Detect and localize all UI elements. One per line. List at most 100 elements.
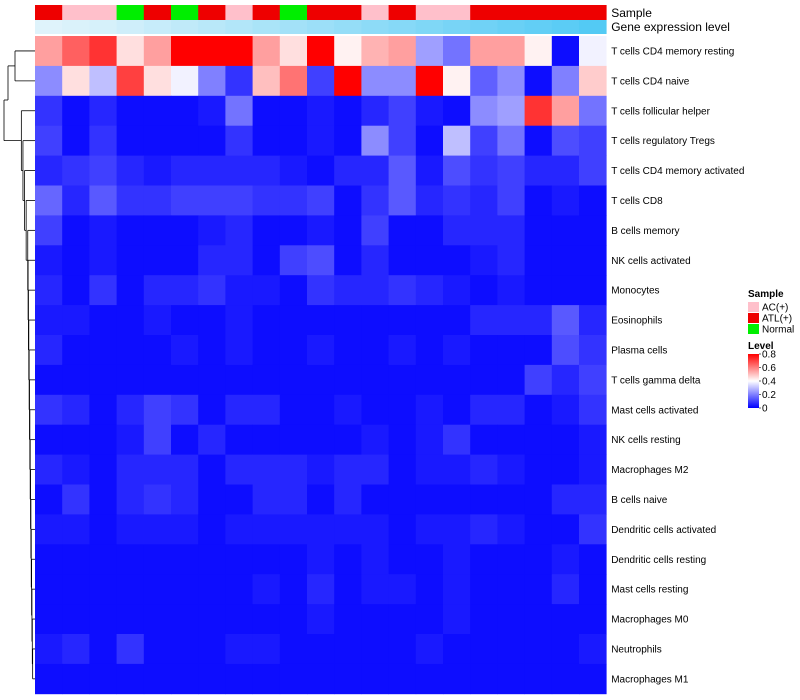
heatmap-cell: [171, 185, 199, 216]
heatmap-cell: [415, 604, 444, 635]
heatmap-cell: [225, 125, 253, 156]
heatmap-cell: [143, 544, 172, 575]
heatmap-cell: [171, 394, 199, 426]
heatmap-cell: [470, 634, 498, 665]
heatmap-cell: [307, 305, 335, 336]
heatmap-cell: [443, 65, 471, 97]
heatmap-cell: [198, 215, 226, 246]
heatmap-cell: [35, 36, 63, 67]
heatmap-cell: [279, 634, 308, 665]
sample-annotation-cell: [443, 5, 471, 20]
heatmap-cell: [551, 514, 580, 545]
heatmap-cell: [551, 424, 580, 455]
heatmap-cell: [307, 36, 335, 67]
heatmap-cell: [198, 604, 226, 635]
heatmap-cell: [470, 275, 498, 306]
heatmap-cell: [388, 484, 417, 515]
heatmap-cell: [89, 544, 117, 575]
gene-expression-annotation-cell: [116, 20, 145, 34]
heatmap-cell: [62, 574, 90, 605]
heatmap-cell: [470, 544, 498, 575]
heatmap-cell: [171, 454, 199, 485]
gene-expression-annotation-cell: [307, 20, 335, 34]
heatmap-cell: [143, 65, 172, 97]
heatmap-cell: [252, 454, 281, 485]
legend-sample-swatch: [748, 313, 759, 323]
heatmap-cell: [143, 125, 172, 156]
row-label: Mast cells activated: [611, 405, 698, 416]
row-dendrogram: [3, 50, 35, 680]
heatmap-cell: [116, 215, 145, 246]
heatmap-cell: [198, 454, 226, 485]
heatmap-cell: [89, 364, 117, 396]
heatmap-cell: [551, 155, 580, 186]
heatmap-cell: [524, 125, 553, 156]
heatmap-cell: [198, 484, 226, 515]
row-label: T cells CD8: [611, 196, 663, 207]
heatmap-cell: [279, 305, 308, 336]
heatmap-cell: [143, 454, 172, 485]
heatmap-cell: [171, 544, 199, 575]
heatmap-cell: [35, 514, 63, 545]
heatmap-cell: [361, 335, 389, 366]
heatmap-cell: [497, 514, 525, 545]
heatmap-cell: [579, 364, 607, 396]
legend-level-tick-label: 0.2: [762, 390, 776, 401]
heatmap-cell: [198, 275, 226, 306]
heatmap-cell: [116, 364, 145, 396]
heatmap-cell: [143, 275, 172, 306]
sample-annotation-cell: [361, 5, 389, 20]
sample-annotation-cell: [143, 5, 172, 20]
heatmap-cell: [579, 305, 607, 336]
heatmap-cell: [524, 454, 553, 485]
heatmap-cell: [361, 215, 389, 246]
heatmap-cell: [415, 65, 444, 97]
heatmap-cell: [334, 484, 362, 515]
legend-sample-label: AC(+): [762, 303, 788, 314]
heatmap-cell: [361, 275, 389, 306]
heatmap-cell: [334, 424, 362, 455]
heatmap-cell: [116, 394, 145, 426]
row-label: T cells CD4 naive: [611, 76, 690, 87]
heatmap-cell: [579, 155, 607, 186]
sample-annotation-cell: [171, 5, 199, 20]
heatmap-cell: [334, 634, 362, 665]
heatmap-cell: [497, 484, 525, 515]
heatmap-cell: [89, 215, 117, 246]
heatmap-cell: [524, 364, 553, 396]
heatmap-cell: [279, 604, 308, 635]
heatmap-cell: [307, 245, 335, 276]
heatmap-cell: [171, 305, 199, 336]
heatmap-cell: [89, 663, 117, 695]
heatmap-cell: [198, 125, 226, 156]
heatmap-cell: [334, 663, 362, 695]
heatmap-cell: [116, 544, 145, 575]
heatmap-cell: [551, 663, 580, 695]
heatmap-cell: [443, 125, 471, 156]
heatmap-cell: [143, 215, 172, 246]
heatmap-cell: [307, 155, 335, 186]
heatmap-cell: [307, 454, 335, 485]
heatmap-cell: [279, 275, 308, 306]
heatmap-cell: [524, 95, 553, 127]
gene-expression-annotation-cell: [171, 20, 199, 34]
sample-annotation-cell: [62, 5, 90, 20]
heatmap-cell: [551, 394, 580, 426]
heatmap-cell: [361, 185, 389, 216]
heatmap-cell: [334, 514, 362, 545]
heatmap-cell: [62, 155, 90, 186]
heatmap-cell: [497, 185, 525, 216]
heatmap-cell: [116, 663, 145, 695]
heatmap-cell: [524, 155, 553, 186]
legend-level-tick-label: 0.4: [762, 377, 776, 388]
heatmap-cell: [388, 394, 417, 426]
heatmap-cell: [116, 484, 145, 515]
heatmap-cell: [171, 604, 199, 635]
heatmap-cell: [198, 65, 226, 97]
heatmap-cell: [252, 36, 281, 67]
heatmap-cell: [225, 634, 253, 665]
heatmap-cell: [198, 155, 226, 186]
heatmap-cell: [307, 215, 335, 246]
heatmap-cell: [443, 364, 471, 396]
row-label: Dendritic cells resting: [611, 555, 706, 566]
